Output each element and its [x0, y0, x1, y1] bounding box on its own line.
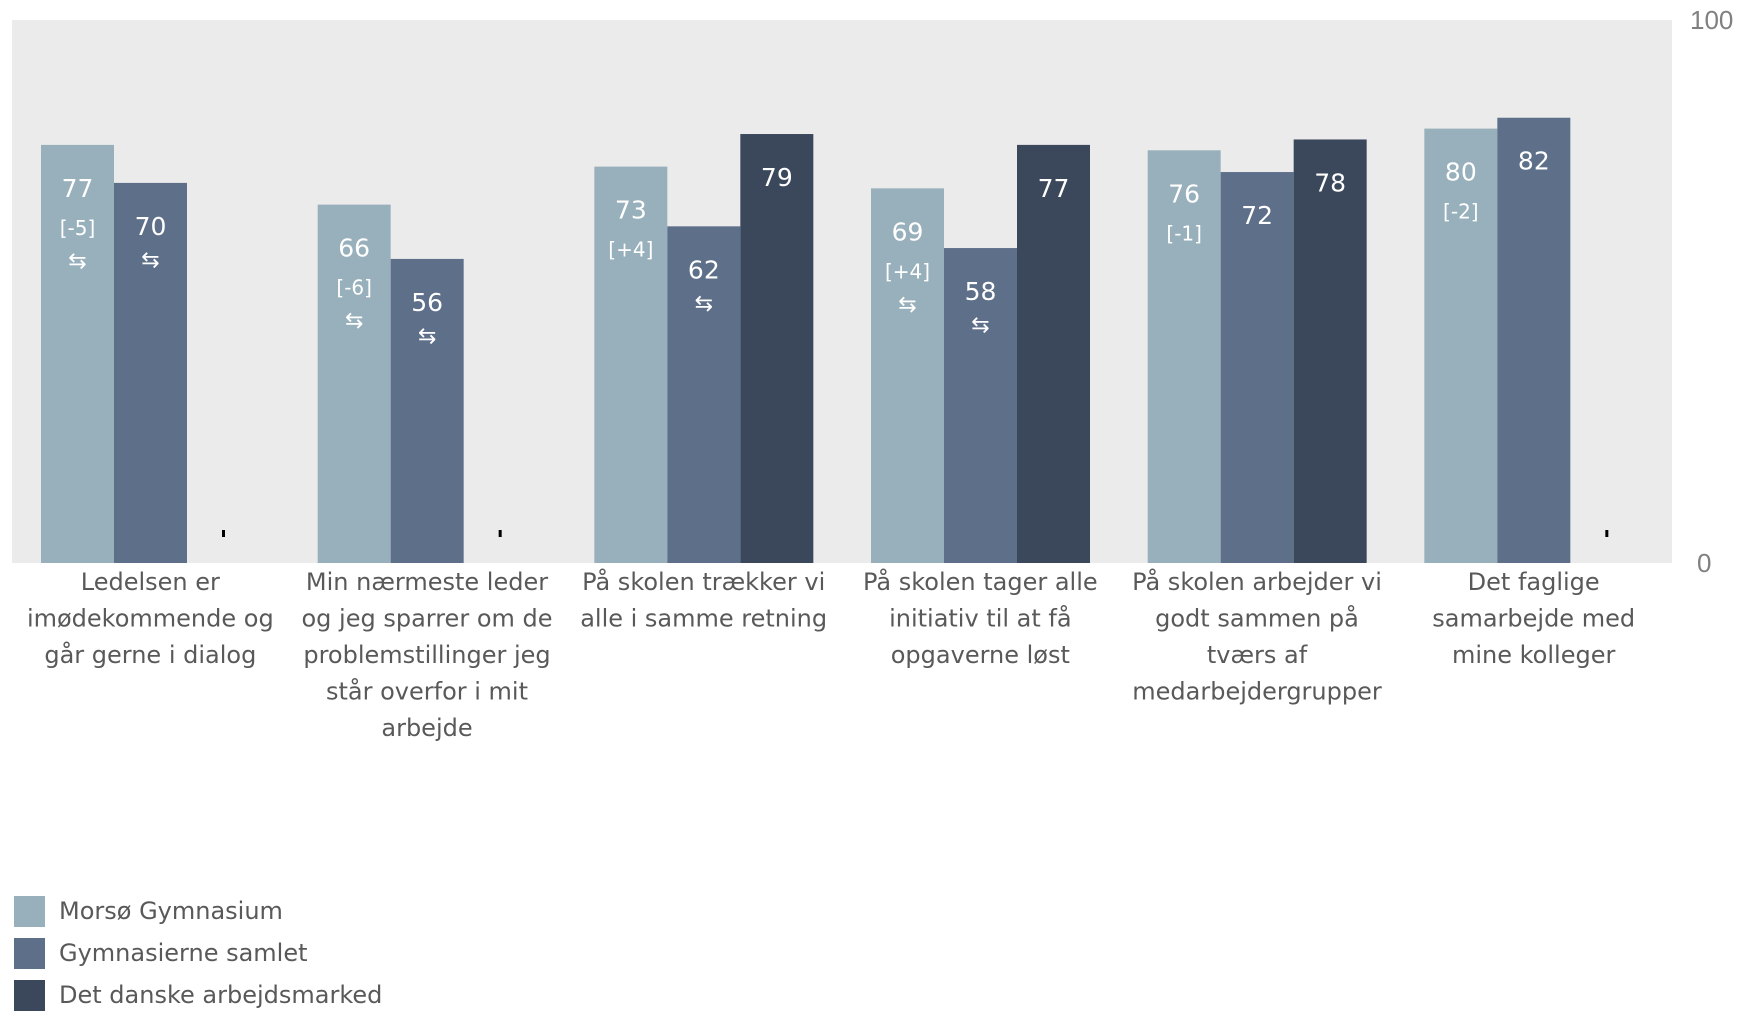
bar-value-label: 69 — [892, 217, 924, 246]
significance-arrow-icon: ⇆ — [68, 249, 86, 274]
bar-value-label: 77 — [1038, 174, 1070, 203]
legend-label: Morsø Gymnasium — [59, 897, 283, 925]
x-category-label: Min nærmeste leder og jeg sparrer om de pr… — [301, 568, 552, 742]
legend: Morsø Gymnasium Gymnasierne samlet Det dan… — [14, 890, 382, 1016]
x-category-label-line: arbejde — [381, 714, 472, 742]
bar-delta-label: [-1] — [1166, 221, 1202, 245]
legend-swatch — [14, 895, 45, 927]
bar-value-label: 58 — [965, 277, 997, 306]
x-category-label-line: medarbejdergrupper — [1132, 678, 1382, 706]
bar-value-label: 76 — [1168, 179, 1200, 208]
bar — [594, 166, 668, 564]
bar — [1220, 172, 1294, 564]
bar-value-label: 70 — [135, 212, 167, 241]
x-category-label-line: godt sammen på — [1155, 604, 1359, 633]
significance-arrow-icon: ⇆ — [141, 248, 159, 273]
x-category-label-line: Min nærmeste leder — [306, 568, 548, 596]
x-category-label-line: På skolen arbejder vi — [1132, 567, 1382, 596]
x-category-label: På skolen tager alle initiativ til at få o… — [863, 567, 1098, 669]
x-category-label-line: opgaverne løst — [891, 641, 1070, 669]
x-category-label: Det faglige samarbejde med mine kolleger — [1432, 568, 1635, 669]
legend-swatch — [14, 979, 45, 1011]
bar-value-label: 73 — [615, 196, 647, 225]
legend-label: Det danske arbejdsmarked — [59, 981, 383, 1009]
plot-area — [12, 20, 1672, 563]
x-category-label-line: mine kolleger — [1452, 641, 1615, 669]
bar-delta-label: [-6] — [336, 276, 372, 300]
bar — [1497, 117, 1571, 564]
legend-item: Morsø Gymnasium — [14, 890, 382, 932]
x-category-label-line: alle i samme retning — [580, 605, 827, 633]
bar — [114, 182, 187, 563]
bar-delta-label: [-2] — [1443, 200, 1479, 224]
legend-label: Gymnasierne samlet — [59, 939, 308, 967]
bar-delta-label: [-5] — [60, 216, 96, 240]
bar-delta-label: [+4] — [885, 259, 930, 283]
significance-arrow-icon: ⇆ — [695, 291, 713, 316]
x-category-label-line: tværs af — [1207, 641, 1308, 669]
significance-arrow-icon: ⇆ — [971, 313, 989, 338]
bar — [41, 144, 114, 563]
significance-arrow-icon: ⇆ — [898, 292, 916, 317]
x-category-label-line: Det faglige — [1468, 568, 1600, 596]
bar-value-label: 79 — [761, 163, 793, 192]
missing-value-marker — [498, 530, 502, 537]
bar — [317, 204, 391, 563]
bar-value-label: 82 — [1518, 147, 1550, 176]
bar — [740, 134, 814, 563]
legend-item: Gymnasierne samlet — [14, 932, 382, 974]
bar — [871, 188, 944, 563]
bar-value-label: 77 — [62, 174, 94, 203]
x-category-label-line: står overfor i mit — [326, 677, 528, 706]
bar — [1293, 139, 1367, 563]
missing-value-marker — [222, 530, 225, 537]
bar — [1424, 128, 1498, 563]
legend-swatch — [14, 937, 45, 969]
bar — [1017, 144, 1090, 563]
x-category-label-line: og jeg sparrer om de — [301, 605, 552, 633]
legend-item: Det danske arbejdsmarked — [14, 974, 382, 1016]
bar — [390, 258, 464, 563]
significance-arrow-icon: ⇆ — [418, 324, 436, 349]
bar-value-label: 72 — [1241, 201, 1273, 230]
x-category-label-line: initiativ til at få — [889, 604, 1072, 633]
bar-value-label: 80 — [1445, 158, 1477, 187]
x-category-label: På skolen trækker vi alle i samme retning — [580, 567, 827, 633]
bar-value-label: 78 — [1314, 168, 1346, 197]
x-category-label: Ledelsen er imødekommende og går gerne i d… — [27, 568, 274, 669]
missing-value-marker — [1605, 530, 1609, 537]
x-category-label: På skolen arbejder vi godt sammen på tværs… — [1132, 567, 1382, 706]
x-category-label-line: På skolen trækker vi — [582, 567, 825, 596]
bar — [1147, 150, 1221, 563]
y-tick-label-100: 100 — [1690, 5, 1733, 35]
bar-delta-label: [+4] — [608, 238, 653, 262]
y-tick-label-0: 0 — [1697, 548, 1711, 578]
bar-value-label: 56 — [411, 288, 443, 317]
x-category-label-line: Ledelsen er — [81, 568, 220, 596]
x-category-label-line: problemstillinger jeg — [303, 641, 550, 669]
x-category-label-line: samarbejde med — [1432, 605, 1635, 633]
bar-value-label: 66 — [338, 234, 370, 263]
x-category-label-line: imødekommende og — [27, 605, 274, 633]
significance-arrow-icon: ⇆ — [345, 309, 363, 334]
bar — [944, 248, 1017, 563]
bar-value-label: 62 — [688, 255, 720, 284]
x-category-label-line: På skolen tager alle — [863, 567, 1098, 596]
bar — [667, 226, 741, 563]
x-category-label-line: går gerne i dialog — [44, 640, 256, 669]
